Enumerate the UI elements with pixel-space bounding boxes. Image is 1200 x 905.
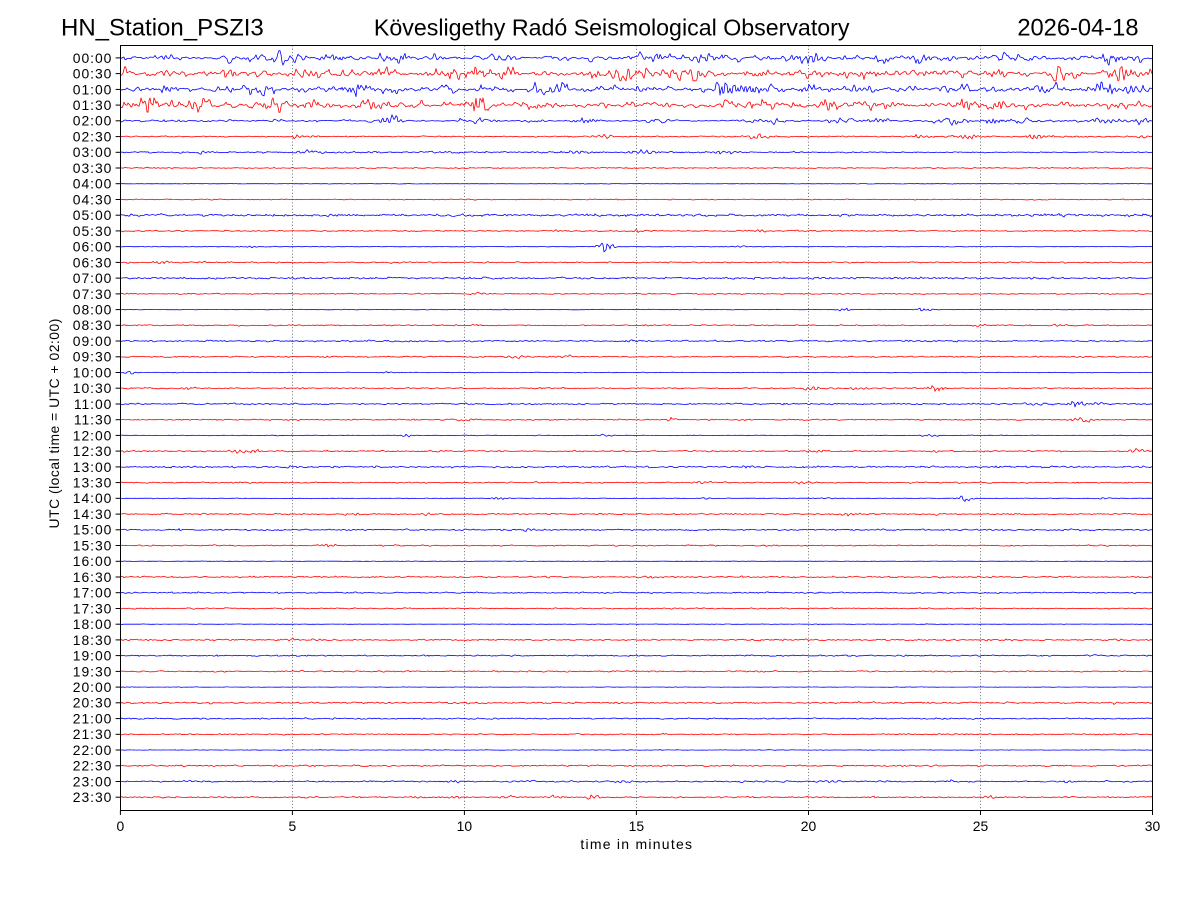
svg-text:30: 30 [1145,818,1161,834]
svg-text:23:30: 23:30 [73,789,113,805]
svg-text:20: 20 [801,818,817,834]
svg-text:14:30: 14:30 [73,506,113,522]
svg-text:HN_Station_PSZI3: HN_Station_PSZI3 [61,15,264,42]
svg-text:19:00: 19:00 [73,648,113,664]
svg-text:09:30: 09:30 [73,349,113,365]
svg-text:12:30: 12:30 [73,443,113,459]
svg-text:06:00: 06:00 [73,239,113,255]
svg-text:05:00: 05:00 [73,207,113,223]
svg-text:18:00: 18:00 [73,616,113,632]
svg-text:11:00: 11:00 [74,396,112,412]
svg-text:02:00: 02:00 [73,113,113,129]
svg-text:time in minutes: time in minutes [580,836,693,852]
svg-text:05:30: 05:30 [73,223,113,239]
svg-text:14:00: 14:00 [73,490,113,506]
svg-text:10:30: 10:30 [73,380,113,396]
svg-text:03:00: 03:00 [73,144,113,160]
svg-text:20:30: 20:30 [73,695,113,711]
svg-text:11:30: 11:30 [74,412,112,428]
svg-text:08:00: 08:00 [73,302,113,318]
svg-text:17:30: 17:30 [73,600,113,616]
svg-text:UTC (local time = UTC + 02:00): UTC (local time = UTC + 02:00) [46,318,62,528]
svg-text:10:00: 10:00 [73,364,113,380]
svg-text:Kövesligethy Radó Seismologica: Kövesligethy Radó Seismological Observat… [374,15,850,41]
svg-text:25: 25 [973,818,989,834]
svg-text:19:30: 19:30 [73,663,113,679]
svg-text:04:30: 04:30 [73,191,113,207]
svg-text:22:00: 22:00 [73,742,113,758]
svg-text:13:30: 13:30 [73,475,113,491]
svg-text:2026-04-18: 2026-04-18 [1017,16,1138,42]
svg-text:07:00: 07:00 [73,270,113,286]
svg-text:15:00: 15:00 [73,522,113,538]
svg-text:21:00: 21:00 [73,711,113,727]
svg-text:09:00: 09:00 [73,333,113,349]
svg-text:00:00: 00:00 [73,50,113,66]
svg-text:07:30: 07:30 [73,286,113,302]
svg-text:13:00: 13:00 [73,459,113,475]
svg-text:20:00: 20:00 [73,679,113,695]
svg-text:15: 15 [629,818,645,834]
svg-text:03:30: 03:30 [73,160,113,176]
svg-text:06:30: 06:30 [73,254,113,270]
svg-text:04:00: 04:00 [73,176,113,192]
svg-text:21:30: 21:30 [73,726,113,742]
svg-text:10: 10 [457,818,473,834]
svg-text:12:00: 12:00 [73,427,113,443]
svg-text:02:30: 02:30 [73,129,113,145]
svg-text:01:00: 01:00 [73,81,113,97]
svg-text:01:30: 01:30 [73,97,113,113]
svg-text:0: 0 [117,818,125,834]
svg-text:5: 5 [289,818,297,834]
svg-text:00:30: 00:30 [73,66,113,82]
svg-text:23:00: 23:00 [73,773,113,789]
svg-text:18:30: 18:30 [73,632,113,648]
svg-text:22:30: 22:30 [73,758,113,774]
svg-text:17:00: 17:00 [73,585,113,601]
svg-text:16:30: 16:30 [73,569,113,585]
svg-text:15:30: 15:30 [73,537,113,553]
svg-text:08:30: 08:30 [73,317,113,333]
svg-text:16:00: 16:00 [73,553,113,569]
